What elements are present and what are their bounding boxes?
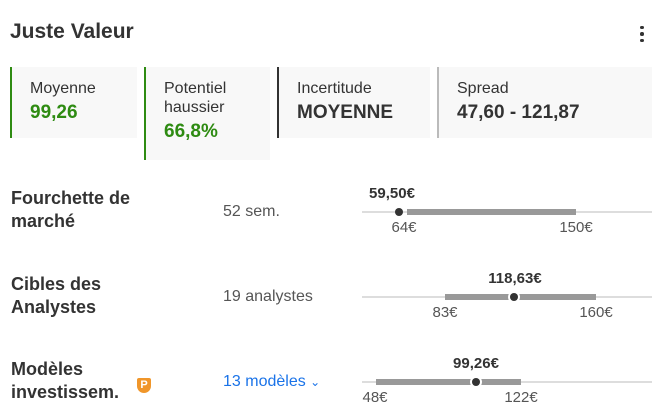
row-label-models: Modèles investissem. xyxy=(11,359,120,402)
current-value: 59,50€ xyxy=(369,185,415,202)
card-incertitude: Incertitude MOYENNE xyxy=(277,67,430,138)
card-moyenne: Moyenne 99,26 xyxy=(10,67,137,138)
card-value: 66,8% xyxy=(164,121,218,142)
card-label: Spread xyxy=(457,80,509,97)
range-high: 122€ xyxy=(504,389,538,406)
card-value: 99,26 xyxy=(30,102,78,123)
range-bar xyxy=(407,209,576,215)
range-high: 150€ xyxy=(559,219,593,236)
current-marker xyxy=(510,293,518,301)
current-marker xyxy=(395,208,403,216)
row-sub: 52 sem. xyxy=(223,203,280,220)
page-title: Juste Valeur xyxy=(10,20,134,43)
card-potentiel: Potentiel haussier 66,8% xyxy=(144,67,270,160)
pro-shield-icon: P xyxy=(137,378,151,393)
card-value: MOYENNE xyxy=(297,102,394,123)
card-label: Potentiel haussier xyxy=(164,80,227,116)
current-value: 118,63€ xyxy=(488,270,542,287)
card-label: Moyenne xyxy=(30,80,96,97)
range-low: 83€ xyxy=(432,304,458,321)
range-low: 64€ xyxy=(391,219,417,236)
current-value: 99,26€ xyxy=(453,355,499,372)
kebab-menu-icon[interactable] xyxy=(632,22,652,46)
models-dropdown[interactable]: 13 modèles ⌄ xyxy=(223,373,321,390)
range-high: 160€ xyxy=(579,304,613,321)
range-bar xyxy=(445,294,596,300)
current-marker xyxy=(472,378,480,386)
card-spread: Spread 47,60 - 121,87 xyxy=(437,67,652,138)
card-label: Incertitude xyxy=(297,80,372,97)
row-label-market: Fourchette de marché xyxy=(11,188,131,231)
range-low: 48€ xyxy=(362,389,388,406)
chevron-down-icon: ⌄ xyxy=(310,375,321,389)
row-sub: 19 analystes xyxy=(223,288,313,305)
range-bar xyxy=(376,379,521,385)
row-label-analysts: Cibles des Analystes xyxy=(11,274,102,317)
card-value: 47,60 - 121,87 xyxy=(457,102,580,123)
